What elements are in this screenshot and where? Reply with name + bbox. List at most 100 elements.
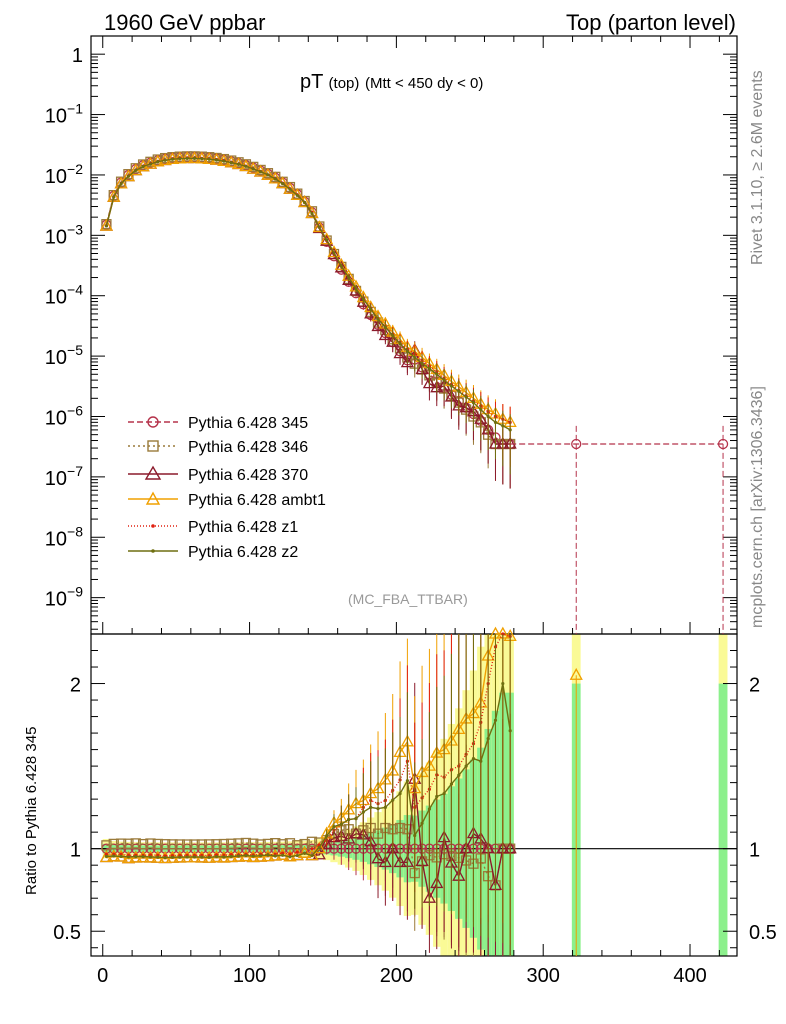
main-data-point <box>442 378 446 382</box>
main-data-point <box>207 157 211 161</box>
main-data-point <box>163 158 167 162</box>
main-data-point <box>422 376 437 389</box>
ratio-data-point <box>170 855 175 859</box>
main-ytick-label: 10−4 <box>45 282 83 309</box>
main-data-point <box>244 164 248 168</box>
ratio-xtick-label: 100 <box>233 965 266 987</box>
main-data-point <box>295 193 299 197</box>
ratio-ytick-label: 2 <box>70 675 81 697</box>
main-data-point <box>571 438 582 450</box>
ratio-data-point <box>119 852 123 856</box>
main-data-point <box>288 187 292 191</box>
ratio-data-point <box>347 817 351 822</box>
main-data-point <box>354 287 358 291</box>
ratio-data-point <box>112 854 116 858</box>
main-data-point <box>413 355 417 360</box>
main-data-point <box>339 264 343 268</box>
main-data-point <box>283 181 297 194</box>
legend-label-345: Pythia 6.428 345 <box>188 415 308 432</box>
ratio-ytick-label: 1 <box>749 840 760 862</box>
ratio-data-point <box>280 851 285 855</box>
legend-label-ambt1: Pythia 6.428 ambt1 <box>188 492 326 509</box>
ratio-data-point <box>119 854 123 858</box>
ratio-data-point <box>101 840 112 851</box>
ratio-data-point <box>303 851 307 855</box>
legend-entry-370: Pythia 6.428 370 <box>128 465 308 484</box>
main-data-point <box>303 200 307 205</box>
ratio-data-point <box>376 807 380 811</box>
ratio-data-point <box>174 839 185 850</box>
main-data-point <box>187 151 202 164</box>
ratio-data-point <box>284 838 296 849</box>
ratio-data-point <box>354 817 358 821</box>
main-data-point <box>405 349 409 353</box>
ratio-data-point <box>204 839 215 850</box>
ratio-data-point <box>137 838 149 850</box>
main-data-point <box>334 260 348 273</box>
ratio-band-yellow <box>571 634 581 684</box>
ratio-data-point <box>273 854 277 858</box>
main-data-point <box>717 438 729 450</box>
ratio-data-point <box>104 854 109 858</box>
legend-label-z1: Pythia 6.428 z1 <box>188 519 298 536</box>
main-data-point <box>178 157 182 161</box>
ratio-data-point <box>159 839 171 850</box>
legend-entry-z1: Pythia 6.428 z1 <box>128 519 298 536</box>
ratio-data-point <box>233 838 244 849</box>
ratio-data-point <box>295 853 299 858</box>
ratio-data-point <box>123 838 134 849</box>
main-data-point <box>449 384 454 388</box>
ratio-data-point <box>398 792 402 796</box>
main-data-point <box>236 162 241 166</box>
ratio-data-point <box>442 792 446 796</box>
main-data-point <box>99 218 114 231</box>
header-left: 1960 GeV ppbar <box>104 10 265 35</box>
main-data-point <box>114 176 128 189</box>
ratio-data-point <box>251 854 255 858</box>
ratio-data-point <box>295 850 299 854</box>
panel-title: pT (top) (Mtt < 450 dy < 0) <box>300 71 483 93</box>
ratio-data-point <box>229 854 233 859</box>
ratio-data-point <box>312 847 326 860</box>
ratio-data-point <box>310 853 314 858</box>
main-series-line <box>105 157 511 423</box>
ratio-data-point <box>479 759 483 763</box>
legend-entry-346: Pythia 6.428 346 <box>128 439 308 456</box>
ratio-data-point <box>248 838 259 849</box>
ratio-data-point <box>148 855 153 859</box>
ratio-ytick-label: 0.5 <box>53 922 81 944</box>
main-data-point <box>400 355 414 368</box>
main-ytick-label: 10−5 <box>45 342 83 369</box>
ratio-data-point <box>383 805 387 809</box>
legend-marker-z1 <box>151 524 155 528</box>
ratio-data-point <box>207 855 211 859</box>
ratio-data-point <box>134 854 138 859</box>
main-data-point <box>486 414 490 419</box>
ratio-data-point <box>211 839 222 850</box>
ratio-data-point <box>508 729 512 733</box>
ratio-data-point <box>435 794 439 799</box>
main-data-point <box>327 245 341 258</box>
legend-label-346: Pythia 6.428 346 <box>188 439 308 456</box>
main-series-line <box>105 155 511 445</box>
main-data-point <box>391 333 395 338</box>
mcplots-label: mcplots.cern.ch [arXiv:1306.3436] <box>749 386 766 628</box>
main-data-point <box>273 177 277 181</box>
ratio-data-point <box>196 839 207 850</box>
ratio-data-point <box>200 855 204 859</box>
ratio-data-point <box>240 837 252 849</box>
ratio-band-green <box>718 683 728 956</box>
ratio-data-point <box>266 853 270 857</box>
ratio-data-point <box>262 838 274 850</box>
main-data-point <box>156 160 160 164</box>
main-data-point <box>112 195 116 199</box>
ratio-data-point <box>413 833 417 838</box>
ratio-data-point <box>486 736 490 741</box>
main-data-point <box>222 159 226 163</box>
ratio-data-point <box>325 834 329 838</box>
ratio-data-point <box>115 838 127 849</box>
ratio-data-point <box>361 810 365 814</box>
main-data-point <box>258 170 263 174</box>
ratio-xtick-label: 300 <box>527 965 560 987</box>
